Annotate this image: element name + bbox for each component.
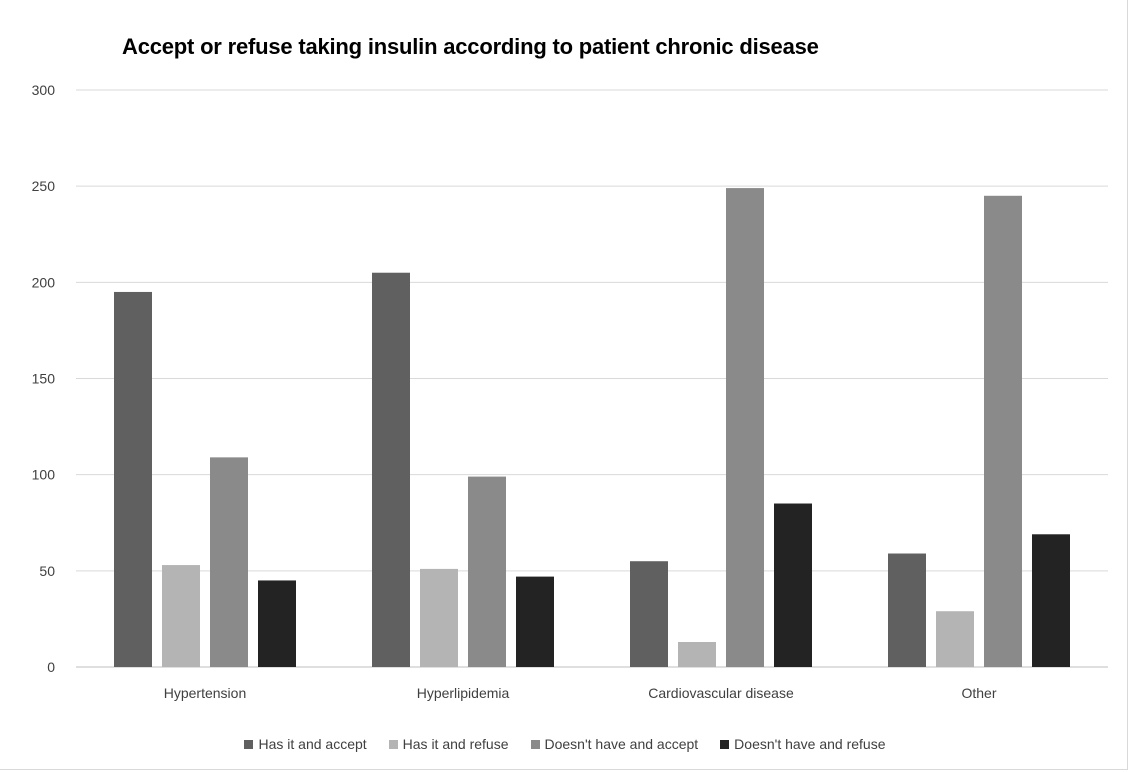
bar (726, 188, 764, 667)
legend-swatch (720, 739, 730, 749)
legend-item: Has it and accept (244, 736, 367, 752)
y-tick-label: 0 (47, 659, 55, 675)
bar (516, 576, 554, 667)
bar (1032, 534, 1070, 667)
legend-item: Doesn't have and accept (530, 736, 699, 752)
chart-title: Accept or refuse taking insulin accordin… (122, 34, 819, 59)
legend-label: Doesn't have and accept (544, 736, 699, 752)
bar (420, 568, 458, 667)
bar (162, 565, 200, 667)
y-tick-label: 250 (32, 178, 56, 194)
legend-swatch (244, 739, 254, 749)
legend-swatch (530, 739, 540, 749)
x-tick-label: Other (961, 685, 996, 701)
y-tick-label: 200 (32, 274, 56, 290)
legend-label: Doesn't have and refuse (734, 736, 886, 752)
bar (888, 553, 926, 667)
x-tick-label: Cardiovascular disease (648, 685, 794, 701)
bar (114, 291, 152, 667)
bar (936, 611, 974, 667)
bar (258, 580, 296, 667)
bar (372, 272, 410, 667)
legend-item: Doesn't have and refuse (720, 736, 886, 752)
legend-swatch (388, 739, 398, 749)
bar (984, 195, 1022, 668)
y-tick-label: 50 (39, 563, 55, 579)
legend-item: Has it and refuse (388, 736, 509, 752)
chart-legend: Has it and accept Has it and refuse Doesn'… (0, 736, 1130, 752)
bar (774, 503, 812, 667)
bar (210, 457, 248, 667)
y-tick-label: 100 (32, 467, 56, 483)
bar (468, 476, 506, 667)
x-tick-label: Hyperlipidemia (417, 685, 510, 701)
x-tick-label: Hypertension (164, 685, 247, 701)
bar (678, 641, 716, 667)
legend-label: Has it and accept (258, 736, 367, 752)
bar (630, 561, 668, 667)
y-tick-label: 150 (32, 371, 56, 387)
y-tick-label: 300 (32, 82, 56, 98)
legend-label: Has it and refuse (402, 736, 509, 752)
